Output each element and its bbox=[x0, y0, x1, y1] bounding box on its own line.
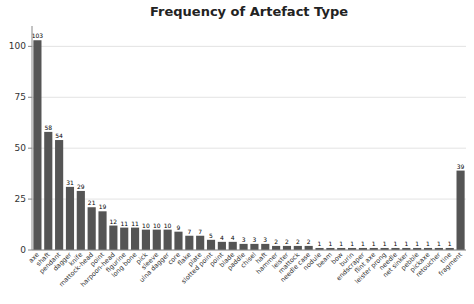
data-label: 7 bbox=[187, 228, 191, 235]
grid-line bbox=[32, 250, 466, 251]
data-label: 58 bbox=[44, 124, 52, 131]
data-label: 10 bbox=[142, 222, 150, 229]
data-label: 9 bbox=[177, 224, 181, 231]
data-label: 2 bbox=[307, 238, 311, 245]
data-label: 2 bbox=[296, 238, 300, 245]
bar bbox=[88, 207, 96, 250]
y-tick bbox=[28, 97, 32, 98]
bar bbox=[272, 246, 280, 250]
x-tick-label: ulna dagger bbox=[138, 251, 172, 285]
data-label: 1 bbox=[437, 240, 441, 247]
bar bbox=[457, 171, 465, 250]
data-label: 1 bbox=[372, 240, 376, 247]
y-tick bbox=[28, 148, 32, 149]
data-label: 1 bbox=[394, 240, 398, 247]
bar bbox=[66, 187, 74, 250]
y-tick-label: 75 bbox=[15, 92, 26, 102]
bar bbox=[142, 230, 150, 250]
x-tick-label: slotted point bbox=[180, 250, 215, 285]
bar bbox=[305, 246, 313, 250]
bar bbox=[153, 230, 161, 250]
data-label: 10 bbox=[153, 222, 161, 229]
y-axis bbox=[32, 26, 33, 250]
bar bbox=[283, 246, 291, 250]
bars bbox=[33, 40, 464, 250]
grid-line bbox=[32, 97, 466, 98]
bar bbox=[240, 244, 248, 250]
bar bbox=[185, 236, 193, 250]
y-tick bbox=[28, 46, 32, 47]
bar bbox=[218, 242, 226, 250]
data-label: 7 bbox=[198, 228, 202, 235]
chart: Frequency of Artefact Type02550751001035… bbox=[0, 0, 474, 304]
bar bbox=[164, 230, 172, 250]
data-label: 5 bbox=[209, 232, 213, 239]
bar bbox=[196, 236, 204, 250]
bar bbox=[131, 228, 139, 250]
grid-line bbox=[32, 148, 466, 149]
data-label: 29 bbox=[77, 183, 85, 190]
bar bbox=[33, 40, 41, 250]
x-axis bbox=[32, 250, 466, 251]
bar bbox=[109, 226, 117, 250]
grid-line bbox=[32, 46, 466, 47]
bar bbox=[229, 242, 237, 250]
y-tick-label: 25 bbox=[15, 194, 26, 204]
data-label: 19 bbox=[99, 203, 107, 210]
bar bbox=[44, 132, 52, 250]
data-label: 1 bbox=[426, 240, 430, 247]
data-label: 1 bbox=[415, 240, 419, 247]
bar bbox=[261, 244, 269, 250]
data-label: 4 bbox=[220, 234, 224, 241]
data-label: 3 bbox=[263, 236, 267, 243]
data-label: 10 bbox=[164, 222, 172, 229]
data-label: 54 bbox=[55, 132, 63, 139]
bar bbox=[250, 244, 258, 250]
data-label: 12 bbox=[110, 218, 118, 225]
data-label: 103 bbox=[32, 32, 44, 39]
data-label: 3 bbox=[253, 236, 257, 243]
data-label: 31 bbox=[66, 179, 74, 186]
x-tick-label: fragment bbox=[437, 250, 464, 277]
bar bbox=[98, 211, 106, 250]
bar bbox=[77, 191, 85, 250]
data-label: 1 bbox=[350, 240, 354, 247]
data-label: 2 bbox=[274, 238, 278, 245]
data-label: 1 bbox=[361, 240, 365, 247]
grid bbox=[32, 46, 466, 250]
data-label: 1 bbox=[404, 240, 408, 247]
y-tick bbox=[28, 250, 32, 251]
data-label: 11 bbox=[131, 220, 139, 227]
data-label: 21 bbox=[88, 199, 96, 206]
y-tick bbox=[28, 199, 32, 200]
data-label: 1 bbox=[448, 240, 452, 247]
bar bbox=[55, 140, 63, 250]
data-label: 4 bbox=[231, 234, 235, 241]
data-label: 1 bbox=[328, 240, 332, 247]
bar bbox=[207, 240, 215, 250]
data-label: 39 bbox=[457, 163, 465, 170]
title: Frequency of Artefact Type bbox=[150, 4, 348, 19]
y-tick-label: 50 bbox=[15, 143, 27, 153]
data-label: 2 bbox=[285, 238, 289, 245]
y-tick-label: 100 bbox=[9, 41, 26, 51]
grid-line bbox=[32, 199, 466, 200]
data-label: 1 bbox=[383, 240, 387, 247]
bar bbox=[294, 246, 302, 250]
x-tick-label: long bone bbox=[110, 251, 139, 280]
y-tick-label: 0 bbox=[20, 245, 26, 255]
data-label: 3 bbox=[242, 236, 246, 243]
bar bbox=[174, 232, 182, 250]
data-label: 1 bbox=[318, 240, 322, 247]
data-label: 11 bbox=[120, 220, 128, 227]
data-label: 1 bbox=[339, 240, 343, 247]
bar bbox=[120, 228, 128, 250]
